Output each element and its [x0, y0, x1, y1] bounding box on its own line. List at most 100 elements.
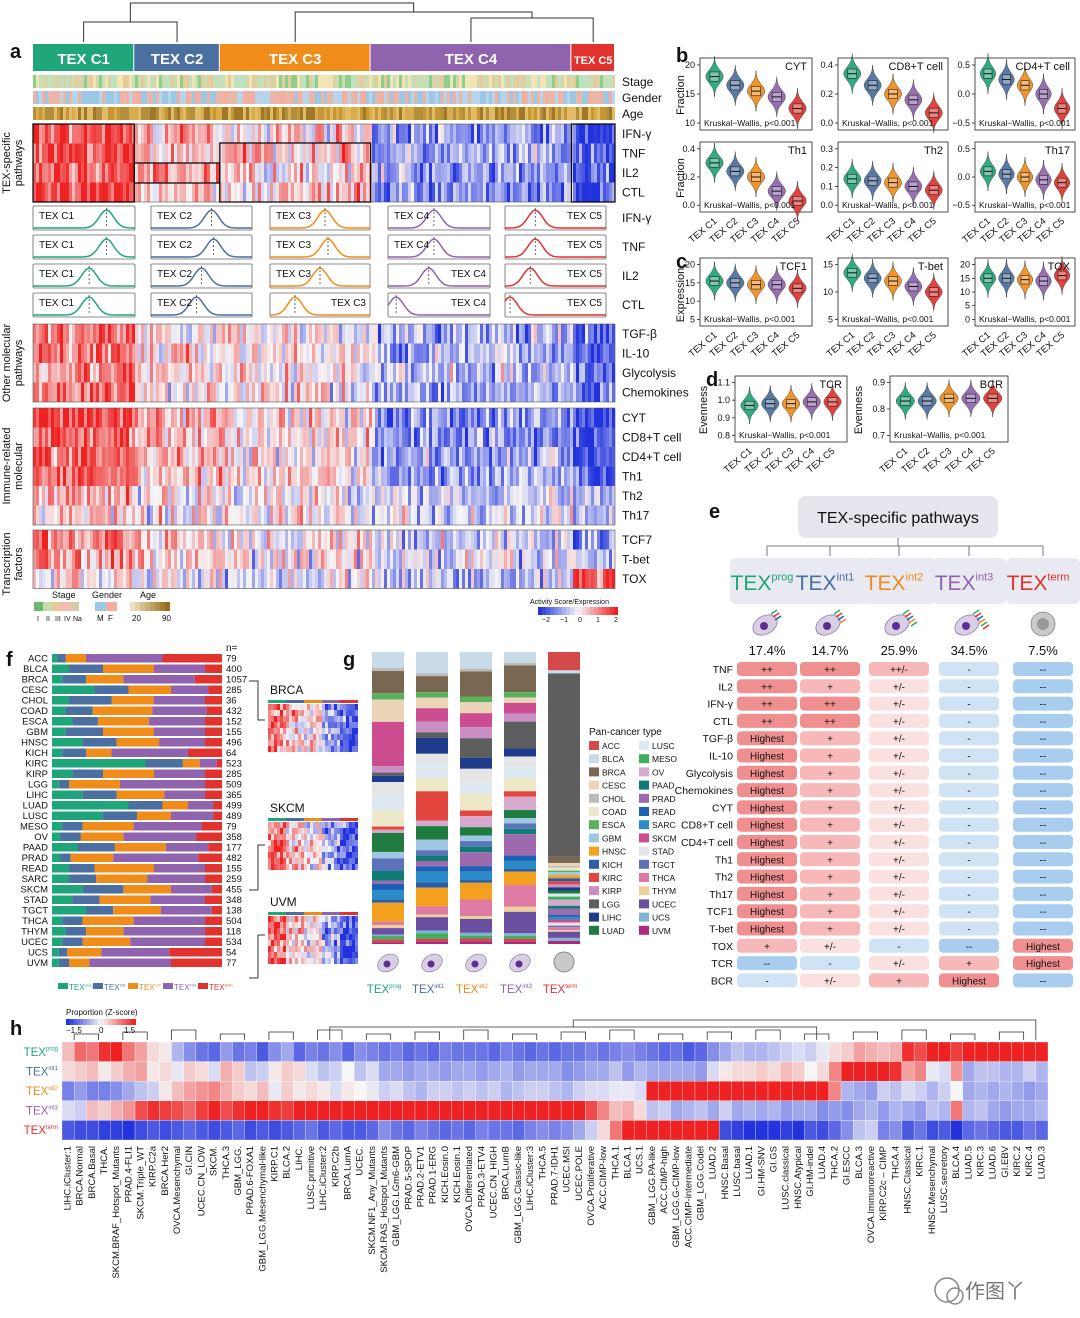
heat-cell	[348, 408, 351, 428]
heat-cell	[177, 363, 180, 383]
heat-cell	[417, 182, 420, 202]
track-cell	[558, 75, 561, 88]
heat-cell	[90, 382, 93, 402]
heat-cell	[249, 324, 252, 344]
heat-cell	[492, 466, 495, 486]
track-cell	[99, 91, 102, 104]
heat-cell	[150, 343, 153, 363]
heat-cell	[399, 143, 402, 163]
heat-cell	[504, 427, 507, 447]
heat-cell	[576, 466, 579, 486]
cell-icon	[1030, 611, 1056, 637]
heat-cell	[507, 324, 510, 344]
heat-cell	[486, 324, 489, 344]
heat-cell	[363, 343, 366, 363]
track-cell	[96, 107, 99, 120]
heat-cell	[543, 569, 546, 589]
heat-cell	[96, 382, 99, 402]
heat-cell	[60, 569, 63, 589]
track-cell	[507, 107, 510, 120]
heat-cell	[270, 343, 273, 363]
heat-cell	[390, 363, 393, 383]
heat-cell	[306, 382, 309, 402]
heat-cell	[267, 486, 270, 506]
plot-title: Th1	[788, 145, 807, 157]
heat-cell	[135, 569, 138, 589]
heat-cell	[396, 124, 399, 144]
heat-cell	[540, 549, 543, 569]
heat-cell	[573, 124, 576, 144]
heat-cell	[324, 124, 327, 144]
heat-cell	[609, 505, 612, 525]
heat-cell	[423, 505, 426, 525]
heat-cell	[399, 549, 402, 569]
heat-cell	[501, 530, 504, 550]
table-cell	[800, 886, 860, 901]
heat-cell	[372, 569, 375, 589]
table-cell-value: Highest	[750, 907, 784, 918]
heat-cell	[390, 163, 393, 183]
heat-cell	[447, 427, 450, 447]
heat-cell	[249, 530, 252, 550]
heat-cell	[363, 486, 366, 506]
heat-cell	[594, 549, 597, 569]
bar-segment	[94, 685, 129, 694]
heat-cell	[168, 363, 171, 383]
heat-cell	[114, 569, 117, 589]
heat-cell	[546, 163, 549, 183]
heat-cell	[594, 505, 597, 525]
heat-cell	[150, 363, 153, 383]
heat-cell	[345, 343, 348, 363]
heat-cell	[192, 486, 195, 506]
bar-segment	[65, 706, 93, 715]
heat-cell	[285, 124, 288, 144]
heat-cell	[327, 447, 330, 467]
track-cell	[318, 107, 321, 120]
heat-cell	[90, 569, 93, 589]
heat-cell	[495, 486, 498, 506]
heat-cell	[333, 382, 336, 402]
heat-cell	[141, 569, 144, 589]
track-cell	[588, 107, 591, 120]
heat-cell	[249, 549, 252, 569]
heat-cell	[306, 143, 309, 163]
heat-cell	[123, 549, 126, 569]
heat-cell	[201, 447, 204, 467]
table-cell	[869, 662, 929, 676]
heat-cell	[375, 466, 378, 486]
track-cell	[540, 107, 543, 120]
heat-cell	[477, 143, 480, 163]
heat-cell	[417, 427, 420, 447]
bar-n-label: 482	[226, 853, 242, 864]
heat-cell	[303, 549, 306, 569]
heat-cell	[39, 382, 42, 402]
bar-segment	[69, 864, 95, 873]
heat-cell	[306, 343, 309, 363]
track-cell	[186, 107, 189, 120]
heat-cell	[333, 182, 336, 202]
heat-cell	[276, 530, 279, 550]
heat-cell	[462, 363, 465, 383]
heat-cell	[42, 363, 45, 383]
heat-cell	[534, 324, 537, 344]
heat-cell	[429, 182, 432, 202]
track-cell	[45, 75, 48, 88]
track-cell	[192, 91, 195, 104]
heat-cell	[231, 124, 234, 144]
heat-cell	[456, 549, 459, 569]
heat-cell	[315, 382, 318, 402]
track-cell	[420, 107, 423, 120]
heat-cell	[504, 343, 507, 363]
heat-cell	[87, 363, 90, 383]
mini-cell	[280, 704, 283, 710]
heat-cell	[525, 324, 528, 344]
heat-cell	[306, 363, 309, 383]
heat-cell	[255, 363, 258, 383]
heat-cell	[147, 363, 150, 383]
heat-cell	[540, 466, 543, 486]
heat-cell	[414, 505, 417, 525]
heat-cell	[294, 408, 297, 428]
track-cell	[174, 75, 177, 88]
track-cell	[423, 107, 426, 120]
heat-cell	[108, 363, 111, 383]
